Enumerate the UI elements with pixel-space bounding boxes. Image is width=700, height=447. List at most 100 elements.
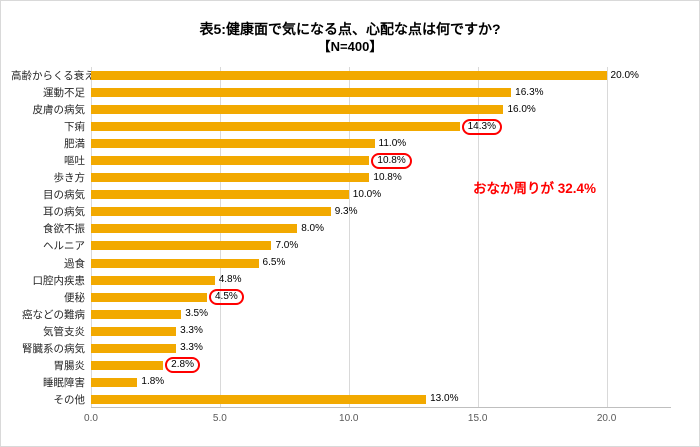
bar-track: 10.8% [91, 152, 671, 169]
category-label: ヘルニア [43, 240, 85, 253]
gridline [477, 67, 479, 408]
chart-row: 皮膚の病気 16.0% [11, 101, 671, 118]
x-tick-label: 20.0 [596, 413, 617, 424]
bar-track: 20.0% [91, 67, 671, 84]
bar [91, 275, 215, 285]
category-label: 運動不足 [43, 87, 85, 100]
chart-row: 過食 6.5% [11, 255, 671, 272]
value-label: 3.5% [185, 308, 209, 320]
value-label: 3.3% [180, 342, 203, 354]
chart-row: 高齢からくる衰え 20.0% [11, 67, 671, 84]
chart-row: 下痢 14.3% [11, 118, 671, 135]
bar [91, 394, 427, 404]
category-label: 歩き方 [53, 172, 86, 185]
category-label: 口腔内疾患 [32, 274, 86, 287]
bar [91, 309, 182, 319]
x-tick-label: 10.0 [339, 413, 359, 424]
bar [91, 258, 259, 268]
bar-track: 10.0% [91, 186, 671, 203]
bar-track: 7.0% [91, 237, 671, 254]
value-label: 4.8% [218, 274, 242, 286]
category-label: 食欲不振 [43, 223, 85, 236]
chart-row: 癌などの難病 3.5% [11, 306, 671, 323]
chart-row: 目の病気 10.0% [11, 186, 671, 203]
gridline [91, 67, 92, 408]
bar [91, 241, 272, 251]
bar-track: 10.8% [91, 169, 671, 186]
value-label: 7.0% [275, 239, 299, 251]
value-label-highlighted: 10.8% [371, 152, 412, 169]
gridline [348, 67, 350, 408]
bar [91, 122, 460, 132]
category-label: 目の病気 [43, 189, 85, 202]
bar [91, 105, 504, 115]
bar-track: 4.8% [91, 272, 671, 289]
value-label: 6.5% [262, 257, 286, 269]
category-label: その他 [53, 393, 86, 406]
value-label-highlighted: 4.5% [209, 289, 244, 306]
chart-row: 歩き方 10.8% [11, 169, 671, 186]
chart-title: 表5:健康面で気になる点、心配な点は何ですか? [199, 21, 501, 37]
bar-track: 6.5% [91, 255, 671, 272]
chart-row: 胃腸炎 2.8% [11, 357, 671, 374]
bar-track: 1.8% [91, 374, 671, 391]
chart-row: 気管支炎 3.3% [11, 323, 671, 340]
bar [91, 173, 370, 183]
value-label: 16.3% [515, 86, 544, 98]
value-label: 3.3% [180, 325, 203, 337]
bar-track: 8.0% [91, 220, 671, 237]
category-label: 嘔吐 [64, 155, 85, 168]
chart-row: 運動不足 16.3% [11, 84, 671, 101]
bar [91, 326, 177, 336]
category-label: 肥満 [64, 138, 85, 151]
bar [91, 88, 512, 98]
category-label: 癌などの難病 [22, 308, 85, 321]
bar [91, 377, 138, 387]
bar-track: 11.0% [91, 135, 671, 152]
value-label: 11.0% [378, 137, 407, 149]
bar-track: 9.3% [91, 203, 671, 220]
x-tick-label: 5.0 [212, 413, 227, 424]
chart-row: 嘔吐 10.8% [11, 152, 671, 169]
x-tick-label: 15.0 [467, 413, 488, 424]
bar-track: 3.3% [91, 323, 671, 340]
chart-row: ヘルニア 7.0% [11, 237, 671, 254]
bar-chart: 高齢からくる衰え 20.0% 運動不足 16.3% 皮膚の病気 16.0% 下痢 14.3% 肥… [11, 67, 671, 430]
category-label: 高齢からくる衰え [11, 70, 91, 83]
category-label: 胃腸炎 [53, 359, 86, 372]
chart-row: 腎臓系の病気 3.3% [11, 340, 671, 357]
bar-track: 14.3% [91, 118, 671, 135]
bar [91, 207, 331, 217]
bar [91, 360, 164, 370]
chart-row: 便秘 4.5% [11, 289, 671, 306]
chart-row: 肥満 11.0% [11, 135, 671, 152]
gridline [219, 67, 221, 408]
category-label: 気管支炎 [43, 325, 85, 338]
value-label: 20.0% [610, 69, 639, 81]
category-label: 皮膚の病気 [32, 104, 86, 117]
bar-track: 2.8% [91, 357, 671, 374]
value-label: 10.8% [373, 171, 402, 183]
bar [91, 292, 207, 302]
value-label: 1.8% [141, 376, 165, 388]
chart-row: その他 13.0% [11, 391, 671, 408]
value-label: 10.0% [352, 188, 382, 200]
x-axis: 0.0 5.0 10.0 15.0 20.0 [84, 407, 671, 430]
value-label-highlighted: 2.8% [165, 357, 200, 374]
bar-track: 3.3% [91, 340, 671, 357]
x-tick-label: 0.0 [84, 413, 98, 424]
bar [91, 71, 607, 81]
category-label: 便秘 [64, 291, 85, 304]
bar-track: 16.3% [91, 84, 671, 101]
value-label: 16.0% [507, 103, 536, 115]
bar [91, 139, 375, 149]
annotation-text: おなか周りが 32.4% [473, 181, 597, 196]
bar [91, 190, 349, 200]
gridline [606, 67, 608, 408]
category-label: 睡眠障害 [43, 376, 85, 389]
bar [91, 343, 177, 353]
bar-track: 4.5% [91, 289, 671, 306]
chart-row: 口腔内疾患 4.8% [11, 272, 671, 289]
bar-track: 3.5% [91, 306, 671, 323]
